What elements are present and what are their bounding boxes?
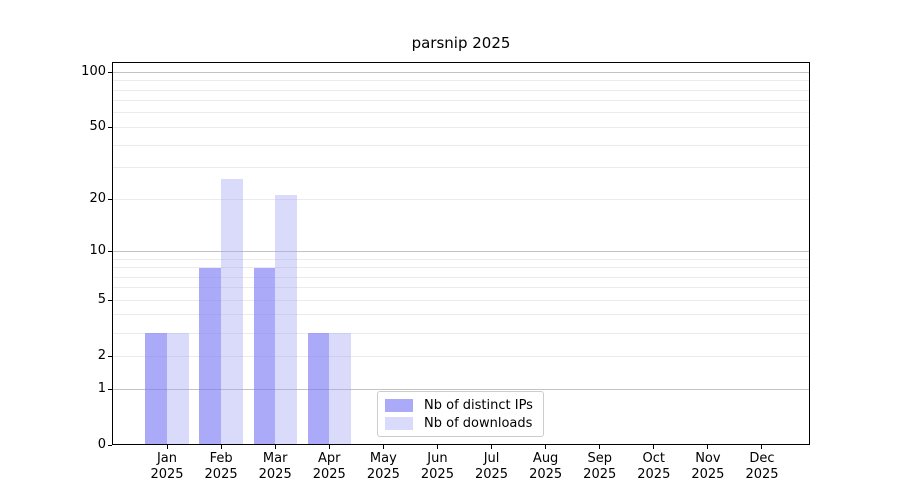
grid-line-minor — [112, 299, 810, 301]
x-tick-label: Jun 2025 — [420, 451, 454, 482]
grid-line-minor — [112, 267, 810, 268]
bar-downloads — [329, 333, 351, 445]
bar-downloads — [275, 195, 297, 445]
y-tick — [108, 355, 112, 357]
y-tick — [108, 388, 112, 390]
x-tick — [545, 445, 547, 449]
y-tick — [108, 444, 112, 446]
x-tick — [707, 445, 709, 449]
grid-line-minor — [112, 355, 810, 357]
bar-downloads — [221, 178, 243, 445]
legend-entry-downloads: Nb of downloads — [385, 414, 535, 432]
grid-line-major — [112, 71, 810, 73]
x-tick-label: Dec 2025 — [745, 451, 779, 482]
x-tick-label: Sep 2025 — [583, 451, 617, 482]
y-tick-label: 20 — [89, 191, 106, 207]
grid-line-minor — [112, 258, 810, 260]
grid-line-minor — [112, 89, 810, 91]
x-tick — [653, 445, 655, 449]
x-tick-label: May 2025 — [366, 451, 400, 482]
x-tick — [491, 445, 493, 449]
plot-area — [112, 62, 810, 445]
grid-line-minor — [112, 332, 810, 334]
legend-label-downloads: Nb of downloads — [424, 415, 533, 431]
x-tick — [436, 445, 438, 449]
grid-line-major — [112, 388, 810, 390]
y-tick-label: 1 — [97, 381, 106, 396]
grid-line-major — [112, 250, 810, 252]
x-tick — [328, 445, 330, 449]
y-tick-label: 50 — [89, 119, 106, 135]
x-tick — [382, 445, 384, 449]
bar-downloads — [167, 333, 189, 445]
bar-distinct-ips — [253, 267, 276, 445]
x-tick — [166, 445, 168, 449]
y-tick-label: 10 — [89, 243, 106, 259]
y-tick — [108, 250, 112, 252]
x-tick — [274, 445, 276, 449]
grid-line-minor — [112, 80, 810, 82]
x-tick-label: Mar 2025 — [258, 451, 292, 482]
grid-line-minor — [112, 112, 810, 114]
x-tick — [220, 445, 222, 449]
legend: Nb of distinct IPs Nb of downloads — [377, 391, 544, 437]
grid-line-minor — [112, 144, 810, 146]
bar-distinct-ips — [307, 333, 330, 445]
legend-label-distinct-ips: Nb of distinct IPs — [424, 397, 533, 413]
x-tick — [599, 445, 601, 449]
x-tick-label: Jan 2025 — [150, 451, 184, 482]
x-tick-label: Oct 2025 — [637, 451, 671, 482]
y-tick-label: 0 — [97, 437, 106, 452]
grid-line-minor — [112, 276, 810, 278]
y-tick — [108, 71, 112, 73]
y-tick — [108, 299, 112, 301]
x-tick-label: Aug 2025 — [529, 451, 563, 482]
y-tick-label: 5 — [97, 292, 106, 308]
grid-line-minor — [112, 198, 810, 200]
legend-swatch-downloads-icon — [385, 416, 413, 430]
legend-entry-distinct-ips: Nb of distinct IPs — [385, 396, 535, 414]
y-tick — [108, 198, 112, 200]
grid-line-minor — [112, 314, 810, 316]
grid-line-minor — [112, 100, 810, 102]
x-tick — [761, 445, 763, 449]
x-tick-label: Nov 2025 — [691, 451, 725, 482]
x-tick-label: Apr 2025 — [312, 451, 346, 482]
y-tick-label: 100 — [81, 64, 106, 80]
grid-line-minor — [112, 126, 810, 128]
bar-distinct-ips — [145, 333, 167, 445]
y-tick-label: 2 — [97, 348, 106, 364]
grid-line-minor — [112, 167, 810, 169]
legend-swatch-distinct-ips-icon — [385, 398, 413, 412]
chart-title: parsnip 2025 — [411, 34, 511, 52]
y-tick — [108, 126, 112, 128]
bar-distinct-ips — [199, 267, 222, 445]
x-tick-label: Feb 2025 — [204, 451, 238, 482]
x-tick-label: Jul 2025 — [474, 451, 509, 482]
grid-line-minor — [112, 287, 810, 289]
